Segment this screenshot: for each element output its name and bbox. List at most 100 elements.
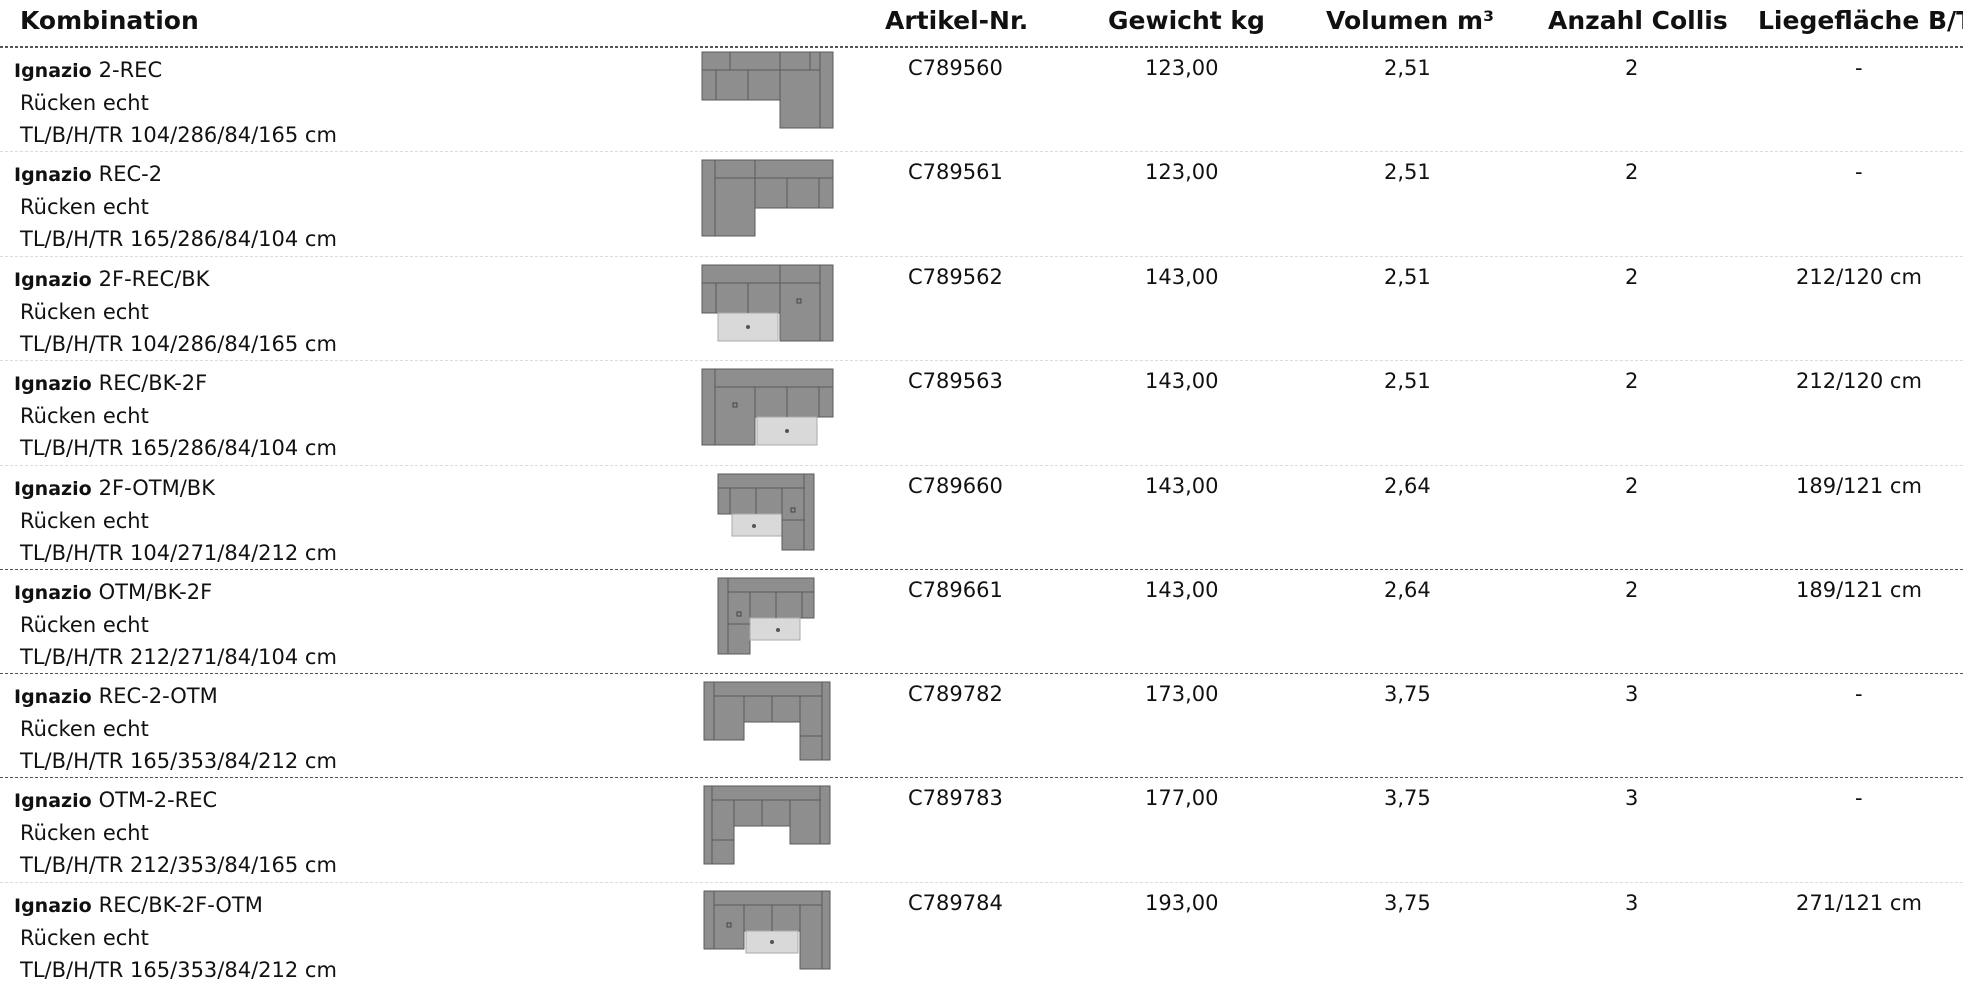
anzahl-collis-value: 2 xyxy=(1625,578,1639,602)
volumen-value: 3,75 xyxy=(1384,786,1431,810)
table-header: Kombination Artikel-Nr. Gewicht kg Volum… xyxy=(0,0,1963,47)
anzahl-collis-value: 2 xyxy=(1625,369,1639,393)
table-row: Ignazio REC-2-OTM Rücken echt TL/B/H/TR 1… xyxy=(0,673,1963,779)
gewicht-value: 123,00 xyxy=(1145,56,1219,80)
ruecken-text: Rücken echt xyxy=(20,613,149,637)
brand-name: Ignazio xyxy=(14,373,92,395)
artikel-nr: C789561 xyxy=(908,160,1003,184)
table-row: Ignazio 2F-REC/BK Rücken echt TL/B/H/TR 1… xyxy=(0,256,1963,362)
kombination-cell: Ignazio OTM-2-REC Rücken echt TL/B/H/TR 2… xyxy=(14,784,337,881)
artikel-nr: C789563 xyxy=(908,369,1003,393)
kombination-cell: Ignazio REC-2-OTM Rücken echt TL/B/H/TR 1… xyxy=(14,680,337,777)
artikel-nr: C789562 xyxy=(908,265,1003,289)
kombination-cell: Ignazio REC-2 Rücken echt TL/B/H/TR 165/2… xyxy=(14,158,337,255)
model-code: REC/BK-2F-OTM xyxy=(98,893,263,917)
gewicht-value: 143,00 xyxy=(1145,474,1219,498)
dimensions-text: TL/B/H/TR 104/271/84/212 cm xyxy=(20,541,337,565)
model-code: REC-2-OTM xyxy=(98,684,218,708)
dimensions-text: TL/B/H/TR 104/286/84/165 cm xyxy=(20,123,337,147)
liegeflaeche-value: 189/121 cm xyxy=(1796,474,1922,498)
liegeflaeche-value: 271/121 cm xyxy=(1796,891,1922,915)
product-line: Ignazio 2F-REC/BK xyxy=(14,263,337,296)
ruecken-text: Rücken echt xyxy=(20,717,149,741)
product-line: Ignazio REC-2 xyxy=(14,158,337,191)
table-row: Ignazio REC/BK-2F-OTM Rücken echt TL/B/H/… xyxy=(0,882,1963,988)
gewicht-value: 143,00 xyxy=(1145,265,1219,289)
table-row: Ignazio 2-REC Rücken echt TL/B/H/TR 104/2… xyxy=(0,47,1963,153)
product-line: Ignazio OTM/BK-2F xyxy=(14,576,337,609)
dimensions-text: TL/B/H/TR 165/353/84/212 cm xyxy=(20,958,337,982)
brand-name: Ignazio xyxy=(14,164,92,186)
sofa-rec-bk-2f-icon xyxy=(701,368,834,446)
artikel-nr: C789782 xyxy=(908,682,1003,706)
dimensions-text: TL/B/H/TR 165/286/84/104 cm xyxy=(20,227,337,251)
sofa-rec-bk-2f-otm-icon xyxy=(703,890,831,970)
model-code: REC/BK-2F xyxy=(98,371,208,395)
ruecken-text: Rücken echt xyxy=(20,195,149,219)
dimensions-text: TL/B/H/TR 212/271/84/104 cm xyxy=(20,645,337,669)
gewicht-value: 193,00 xyxy=(1145,891,1219,915)
header-liegeflaeche: Liegefläche B/T xyxy=(1758,6,1963,35)
brand-name: Ignazio xyxy=(14,686,92,708)
liegeflaeche-value: 189/121 cm xyxy=(1796,578,1922,602)
liegeflaeche-value: 212/120 cm xyxy=(1796,369,1922,393)
brand-name: Ignazio xyxy=(14,269,92,291)
anzahl-collis-value: 2 xyxy=(1625,160,1639,184)
ruecken-text: Rücken echt xyxy=(20,509,149,533)
kombination-cell: Ignazio 2-REC Rücken echt TL/B/H/TR 104/2… xyxy=(14,54,337,151)
brand-name: Ignazio xyxy=(14,60,92,82)
sofa-rec-2-otm-icon xyxy=(703,681,831,761)
ruecken-text: Rücken echt xyxy=(20,821,149,845)
table-row: Ignazio REC-2 Rücken echt TL/B/H/TR 165/2… xyxy=(0,151,1963,257)
liegeflaeche-value: - xyxy=(1855,56,1863,80)
model-code: 2-REC xyxy=(98,58,163,82)
table-row: Ignazio 2F-OTM/BK Rücken echt TL/B/H/TR 1… xyxy=(0,465,1963,571)
volumen-value: 2,51 xyxy=(1384,160,1431,184)
volumen-value: 2,51 xyxy=(1384,265,1431,289)
artikel-nr: C789560 xyxy=(908,56,1003,80)
product-line: Ignazio 2-REC xyxy=(14,54,337,87)
header-artikel-nr: Artikel-Nr. xyxy=(885,6,1029,35)
liegeflaeche-value: - xyxy=(1855,786,1863,810)
liegeflaeche-value: - xyxy=(1855,160,1863,184)
kombination-cell: Ignazio 2F-REC/BK Rücken echt TL/B/H/TR 1… xyxy=(14,263,337,360)
ruecken-text: Rücken echt xyxy=(20,404,149,428)
model-code: 2F-REC/BK xyxy=(98,267,210,291)
sofa-2-rec-icon xyxy=(701,51,834,129)
dimensions-text: TL/B/H/TR 104/286/84/165 cm xyxy=(20,332,337,356)
dimensions-text: TL/B/H/TR 165/353/84/212 cm xyxy=(20,749,337,773)
volumen-value: 2,64 xyxy=(1384,578,1431,602)
dimensions-text: TL/B/H/TR 165/286/84/104 cm xyxy=(20,436,337,460)
dimensions-text: TL/B/H/TR 212/353/84/165 cm xyxy=(20,853,337,877)
kombination-cell: Ignazio REC/BK-2F Rücken echt TL/B/H/TR 1… xyxy=(14,367,337,464)
sofa-otm-2-rec-icon xyxy=(703,785,831,865)
kombination-cell: Ignazio 2F-OTM/BK Rücken echt TL/B/H/TR 1… xyxy=(14,472,337,569)
header-kombination: Kombination xyxy=(20,6,199,35)
kombination-cell: Ignazio OTM/BK-2F Rücken echt TL/B/H/TR 2… xyxy=(14,576,337,673)
artikel-nr: C789661 xyxy=(908,578,1003,602)
anzahl-collis-value: 3 xyxy=(1625,682,1639,706)
anzahl-collis-value: 2 xyxy=(1625,474,1639,498)
brand-name: Ignazio xyxy=(14,582,92,604)
volumen-value: 2,64 xyxy=(1384,474,1431,498)
product-line: Ignazio REC/BK-2F-OTM xyxy=(14,889,337,922)
gewicht-value: 177,00 xyxy=(1145,786,1219,810)
artikel-nr: C789783 xyxy=(908,786,1003,810)
header-volumen: Volumen m³ xyxy=(1326,6,1495,35)
gewicht-value: 143,00 xyxy=(1145,369,1219,393)
sofa-2f-rec-bk-icon xyxy=(701,264,834,342)
volumen-value: 2,51 xyxy=(1384,369,1431,393)
table-row: Ignazio OTM-2-REC Rücken echt TL/B/H/TR 2… xyxy=(0,777,1963,883)
kombination-cell: Ignazio REC/BK-2F-OTM Rücken echt TL/B/H/… xyxy=(14,889,337,986)
brand-name: Ignazio xyxy=(14,790,92,812)
header-anzahl-collis: Anzahl Collis xyxy=(1548,6,1728,35)
anzahl-collis-value: 2 xyxy=(1625,56,1639,80)
ruecken-text: Rücken echt xyxy=(20,91,149,115)
anzahl-collis-value: 3 xyxy=(1625,891,1639,915)
product-line: Ignazio 2F-OTM/BK xyxy=(14,472,337,505)
model-code: 2F-OTM/BK xyxy=(98,476,215,500)
product-line: Ignazio REC/BK-2F xyxy=(14,367,337,400)
artikel-nr: C789660 xyxy=(908,474,1003,498)
header-gewicht: Gewicht kg xyxy=(1108,6,1265,35)
model-code: OTM-2-REC xyxy=(98,788,218,812)
